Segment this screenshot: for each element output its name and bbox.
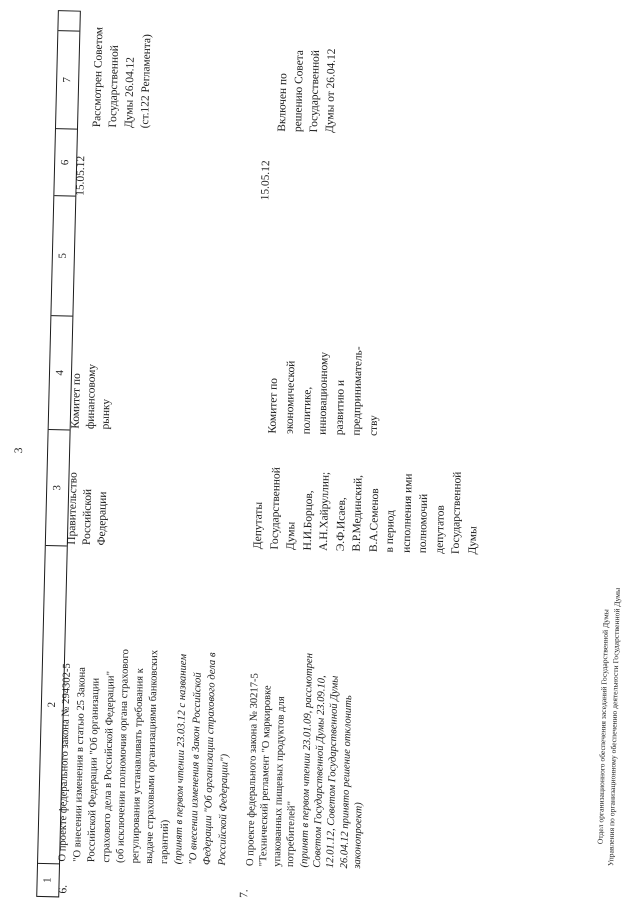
row6-bill-description: О проекте федерального закона № 294302-5…: [56, 648, 235, 866]
header-cell-col1: 1: [41, 877, 54, 884]
row7-bill-note: (принят в первом чтении 23.01.09, рассмо…: [298, 652, 365, 869]
header-cell-col7: 7: [55, 31, 80, 130]
row6-initiator: Правительство Российской Федерации: [65, 472, 110, 546]
row7-initiator: Депутаты Государственной Думы Н.И.Борцов, А.…: [251, 467, 479, 555]
row7-bill-title: О проекте федерального закона № 30217-5 "…: [245, 673, 298, 868]
row7-bill-description: О проекте федерального закона № 30217-5 "…: [244, 652, 370, 869]
row7-status: Включен по решению Совета Государственной Д…: [275, 48, 339, 133]
row7-date: 15.05.12: [259, 160, 273, 201]
row7-committee: Комитет по экономической политике, инноваци…: [266, 346, 380, 437]
row7-number: 7.: [238, 889, 251, 899]
row6-bill-title: О проекте федерального закона № 294302-5…: [57, 648, 171, 865]
document-footer: Отдел организационного обеспечения засед…: [595, 564, 624, 890]
row6-date: 15.05.12: [74, 155, 88, 196]
header-cell-extra: [58, 11, 80, 32]
row6-bill-note: (принят в первом чтении 23.03.12 с назва…: [173, 652, 231, 866]
page-number: 3: [13, 447, 26, 454]
row6-number: 6.: [57, 884, 70, 894]
row6-committee: Комитет по финансовому рынку: [69, 363, 113, 430]
header-cell-col5: 5: [51, 196, 76, 317]
row6-status: Рассмотрен Советом Государственной Думы 26…: [91, 26, 154, 129]
